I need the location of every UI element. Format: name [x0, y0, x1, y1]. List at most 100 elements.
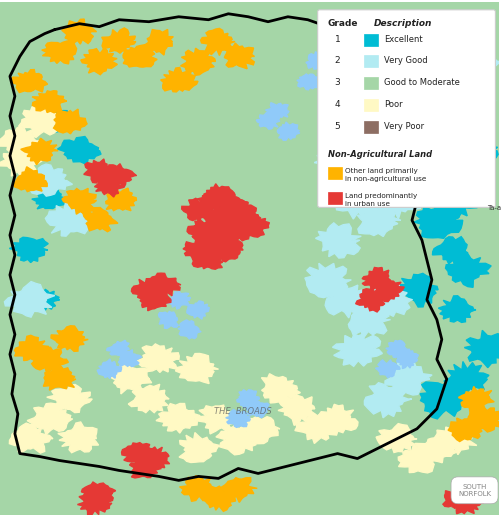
Text: SOUTH
NORFOLK: SOUTH NORFOLK [458, 484, 491, 497]
Polygon shape [334, 181, 382, 219]
Polygon shape [212, 238, 243, 262]
Polygon shape [182, 199, 213, 223]
Polygon shape [334, 125, 383, 160]
Polygon shape [278, 122, 300, 140]
Polygon shape [237, 390, 260, 408]
Bar [327, 166, 342, 178]
Polygon shape [414, 201, 463, 238]
Bar [364, 121, 378, 133]
Polygon shape [129, 456, 161, 478]
FancyBboxPatch shape [318, 10, 495, 207]
Polygon shape [136, 344, 179, 372]
Polygon shape [204, 184, 235, 205]
Polygon shape [223, 218, 254, 242]
Text: Land predominantly: Land predominantly [346, 193, 417, 200]
Bar [327, 192, 342, 204]
Text: Very Poor: Very Poor [384, 122, 425, 131]
Polygon shape [226, 409, 250, 428]
Polygon shape [180, 476, 217, 501]
Polygon shape [369, 48, 409, 79]
Polygon shape [440, 177, 473, 204]
Polygon shape [241, 417, 280, 444]
Polygon shape [386, 340, 409, 358]
Polygon shape [111, 364, 152, 394]
Polygon shape [181, 48, 215, 75]
Polygon shape [314, 143, 360, 177]
Text: in urban use: in urban use [346, 202, 390, 207]
Polygon shape [257, 111, 280, 129]
Polygon shape [454, 43, 501, 79]
Polygon shape [435, 183, 479, 218]
Polygon shape [53, 109, 87, 134]
Polygon shape [58, 422, 99, 453]
Polygon shape [21, 138, 58, 165]
Polygon shape [42, 41, 76, 64]
Polygon shape [62, 188, 97, 214]
Text: 5: 5 [334, 122, 341, 131]
Polygon shape [415, 433, 457, 463]
Text: Very Good: Very Good [384, 56, 428, 66]
Polygon shape [237, 213, 269, 237]
Polygon shape [95, 174, 123, 197]
Polygon shape [452, 109, 482, 132]
Polygon shape [376, 423, 417, 452]
Polygon shape [356, 288, 387, 312]
Polygon shape [343, 46, 390, 79]
Polygon shape [11, 70, 48, 93]
Polygon shape [353, 97, 403, 126]
Polygon shape [399, 82, 453, 120]
Polygon shape [192, 247, 225, 269]
Polygon shape [10, 423, 53, 453]
Polygon shape [30, 290, 60, 310]
Polygon shape [179, 433, 219, 463]
Polygon shape [452, 134, 498, 168]
Polygon shape [106, 188, 136, 211]
Polygon shape [149, 273, 181, 296]
Polygon shape [118, 349, 142, 367]
Text: 2: 2 [334, 56, 341, 66]
Polygon shape [192, 230, 225, 252]
Polygon shape [81, 482, 116, 505]
Polygon shape [398, 443, 439, 473]
Polygon shape [140, 287, 171, 311]
Polygon shape [51, 326, 88, 352]
Polygon shape [84, 159, 115, 183]
Polygon shape [315, 404, 358, 433]
Polygon shape [385, 361, 432, 397]
Polygon shape [102, 28, 136, 53]
Polygon shape [107, 340, 129, 359]
Polygon shape [326, 64, 372, 99]
Polygon shape [158, 311, 178, 328]
Polygon shape [306, 52, 328, 69]
Text: Description: Description [374, 19, 433, 28]
Polygon shape [187, 301, 209, 319]
Polygon shape [202, 486, 235, 511]
Text: Poor: Poor [384, 100, 403, 109]
Polygon shape [246, 401, 270, 418]
Polygon shape [430, 148, 465, 173]
Polygon shape [97, 359, 122, 378]
Polygon shape [216, 194, 249, 217]
Polygon shape [201, 28, 235, 55]
Polygon shape [437, 423, 477, 454]
Polygon shape [41, 111, 75, 132]
Polygon shape [45, 202, 90, 236]
Polygon shape [183, 239, 214, 261]
Polygon shape [385, 142, 428, 178]
Polygon shape [221, 478, 257, 503]
Text: Non-Agricultural Land: Non-Agricultural Land [327, 150, 432, 159]
Polygon shape [13, 167, 47, 192]
Polygon shape [458, 387, 494, 412]
Polygon shape [410, 168, 443, 193]
Polygon shape [77, 492, 112, 515]
Polygon shape [331, 89, 365, 115]
Text: THE  BROADS: THE BROADS [214, 407, 272, 416]
Bar [364, 99, 378, 111]
Polygon shape [10, 237, 48, 263]
Polygon shape [357, 203, 401, 236]
Polygon shape [122, 443, 156, 466]
Polygon shape [136, 447, 170, 469]
Polygon shape [317, 62, 340, 82]
Polygon shape [358, 128, 397, 154]
Polygon shape [444, 361, 489, 393]
